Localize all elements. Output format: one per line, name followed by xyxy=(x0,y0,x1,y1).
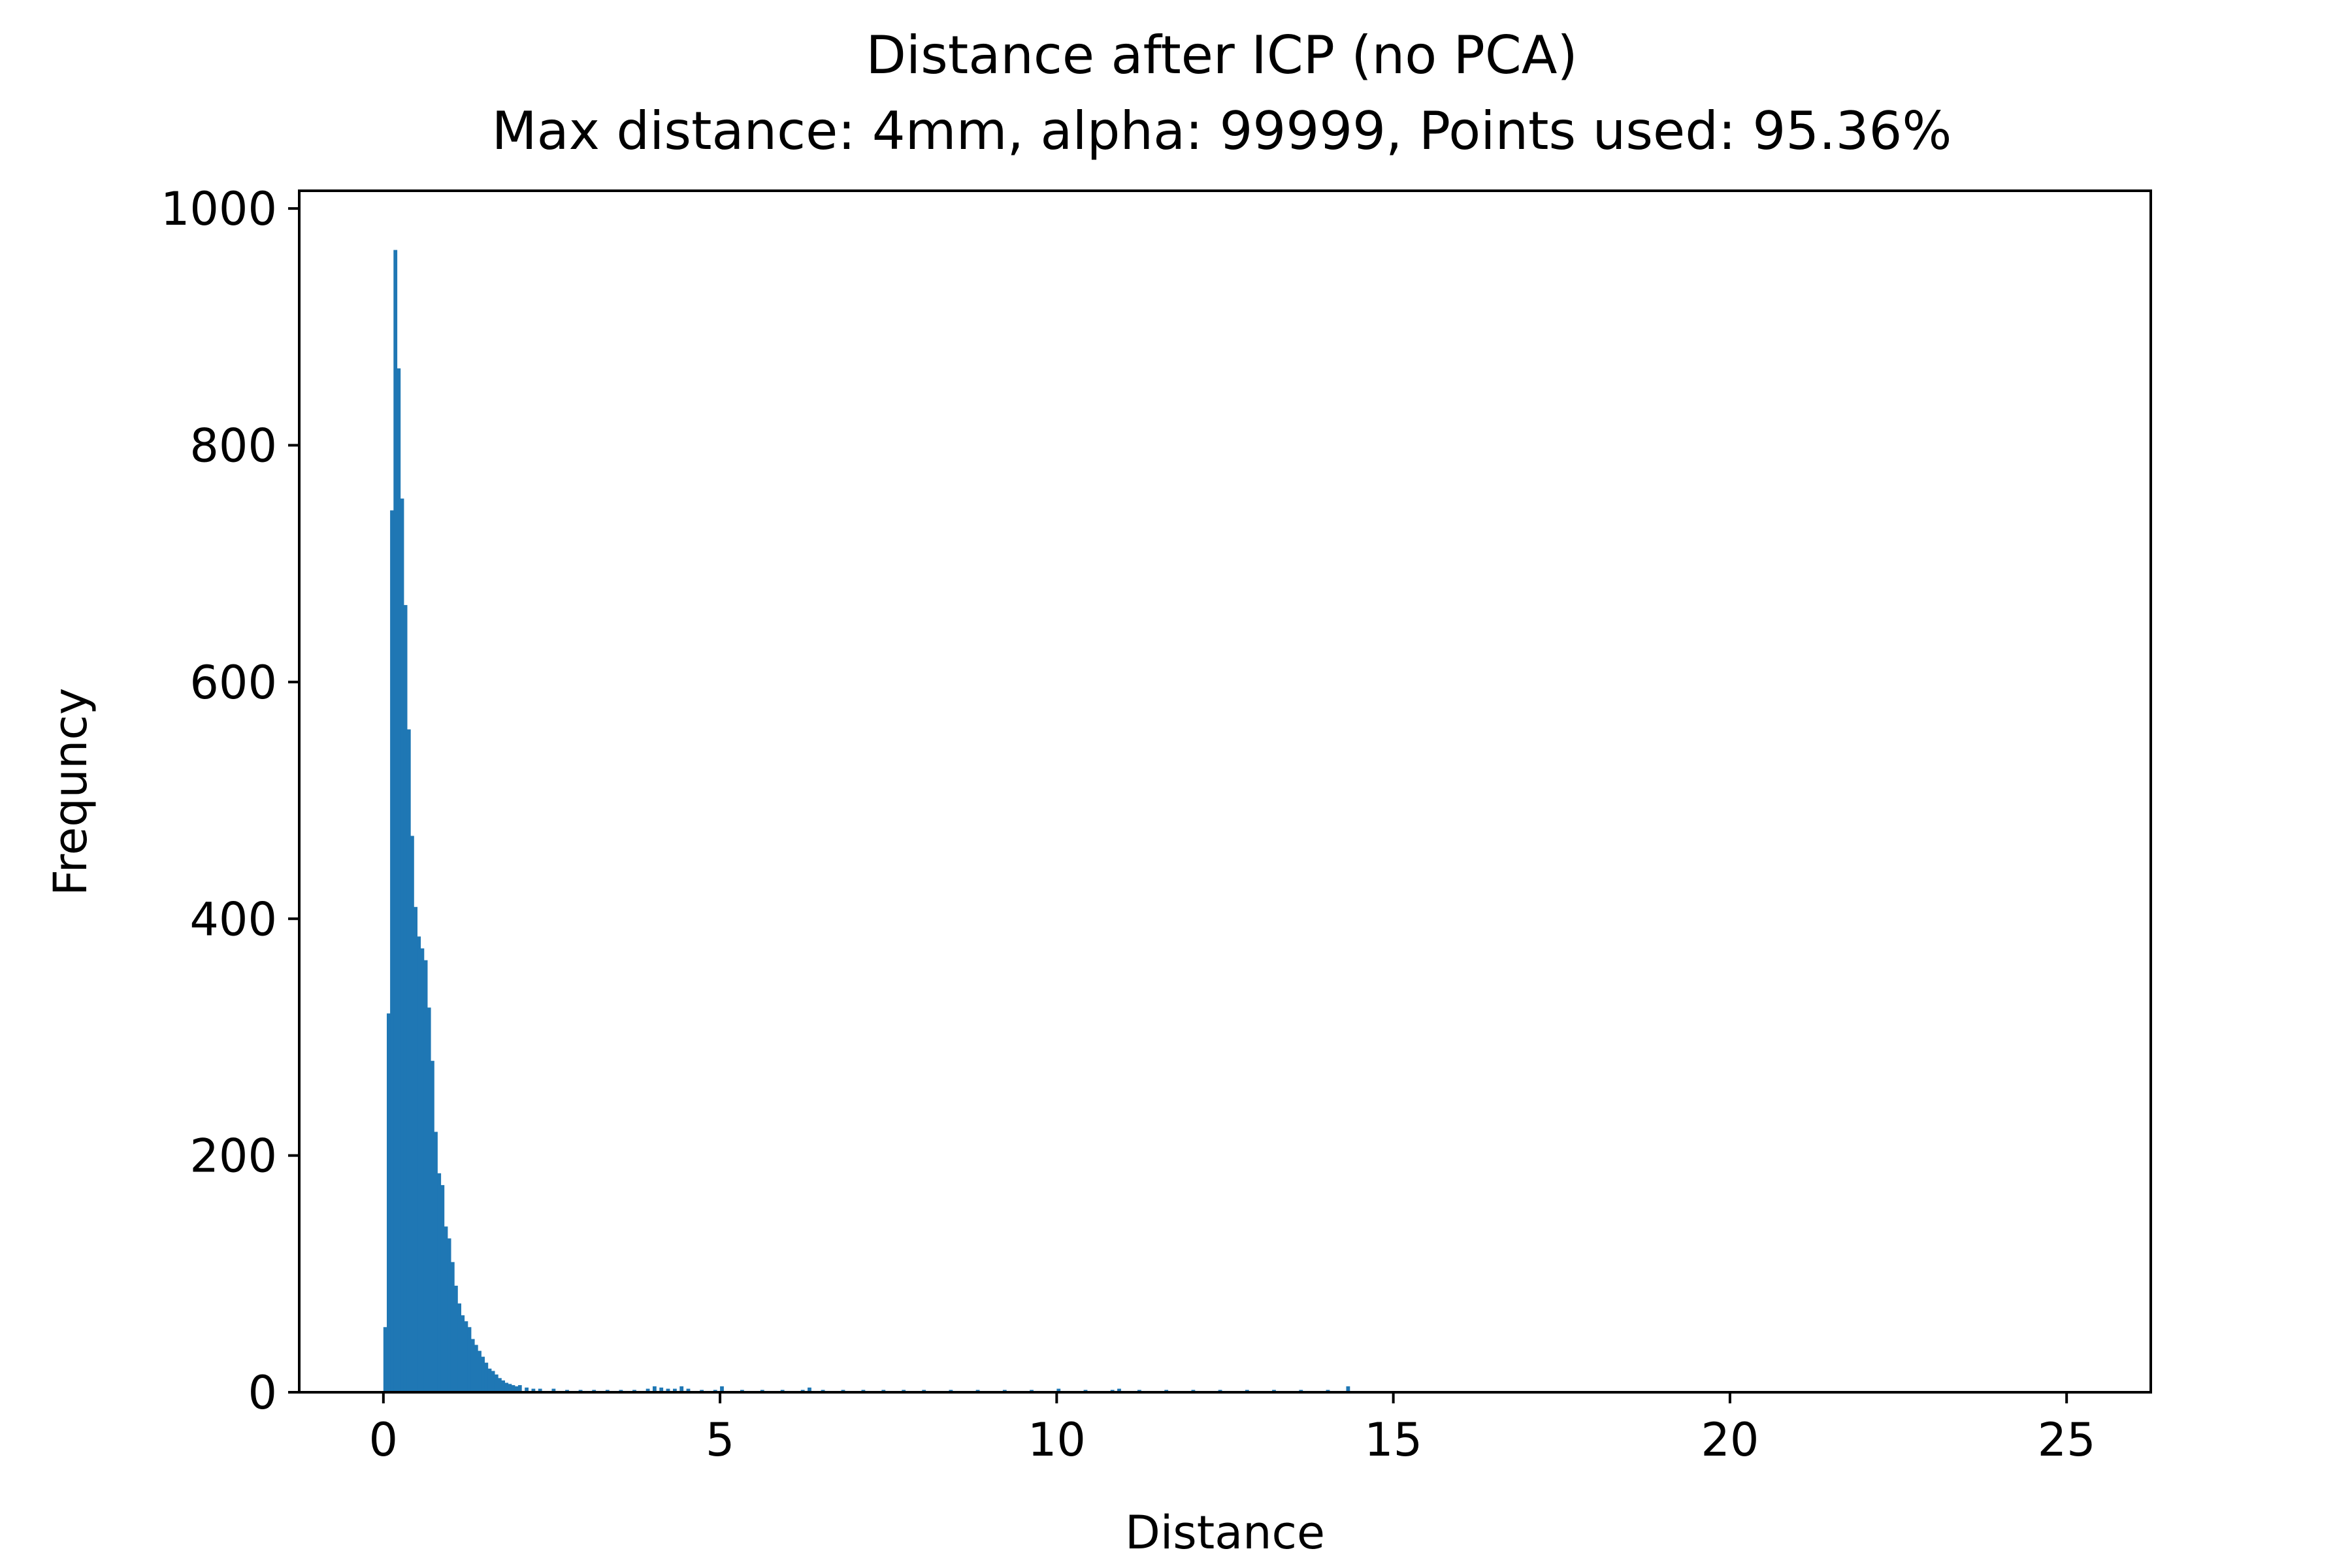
histogram-bar xyxy=(551,1388,556,1392)
histogram-bar xyxy=(440,1184,445,1392)
histogram-bar xyxy=(525,1387,529,1392)
histogram-bar xyxy=(393,250,398,1393)
y-axis-ticks: 0 200 400 600 800 1000 xyxy=(161,182,299,1420)
histogram-bar xyxy=(420,948,425,1392)
histogram-bar xyxy=(400,498,404,1392)
histogram-bar xyxy=(508,1384,512,1392)
histogram-bar xyxy=(447,1238,451,1392)
histogram-bar xyxy=(494,1374,498,1392)
histogram-bar xyxy=(531,1388,536,1392)
histogram-bar xyxy=(659,1387,664,1392)
x-tick-label: 0 xyxy=(369,1413,399,1467)
histogram-bar xyxy=(450,1262,455,1392)
histogram-bar xyxy=(457,1303,461,1392)
histogram-bar xyxy=(679,1386,684,1392)
histogram-bar xyxy=(390,510,394,1393)
histogram-bar xyxy=(403,605,408,1392)
histogram-bar xyxy=(397,368,401,1392)
histogram-bar xyxy=(470,1339,475,1392)
histogram-bar xyxy=(454,1285,458,1392)
histogram-bar xyxy=(514,1386,519,1392)
histogram-bar xyxy=(410,836,414,1392)
histogram-bar xyxy=(417,936,421,1392)
histogram-bar xyxy=(1117,1388,1121,1392)
histogram-bar xyxy=(1346,1386,1350,1392)
histogram-bars xyxy=(383,250,1350,1393)
histogram-bar xyxy=(645,1388,650,1392)
histogram-bar xyxy=(474,1345,478,1392)
histogram-bar xyxy=(504,1382,509,1392)
histogram-bar xyxy=(444,1226,448,1392)
chart-title: Distance after ICP (no PCA) xyxy=(866,25,1577,86)
x-tick-label: 25 xyxy=(2038,1413,2096,1467)
histogram-bar xyxy=(423,960,428,1392)
plot-area-frame xyxy=(298,189,2152,1394)
y-tick-label: 600 xyxy=(189,656,277,710)
x-tick-label: 5 xyxy=(706,1413,735,1467)
histogram-bar xyxy=(437,1173,442,1392)
histogram-bar xyxy=(427,1007,431,1392)
x-tick-label: 10 xyxy=(1028,1413,1086,1467)
y-tick-label: 1000 xyxy=(161,182,277,236)
x-axis-label: Distance xyxy=(1125,1506,1325,1560)
y-tick-label: 0 xyxy=(248,1366,277,1420)
histogram-bar xyxy=(481,1356,485,1392)
histogram-bar xyxy=(673,1388,677,1392)
x-axis-ticks: 0 5 10 15 20 25 xyxy=(369,1392,2096,1467)
histogram-bar xyxy=(686,1388,691,1392)
histogram-bar xyxy=(487,1368,492,1392)
histogram-bar xyxy=(467,1327,472,1392)
y-tick-label: 800 xyxy=(189,419,277,473)
histogram-bar xyxy=(498,1378,502,1392)
histogram-bar xyxy=(653,1386,657,1392)
histogram-bar xyxy=(808,1387,811,1392)
x-tick-label: 15 xyxy=(1364,1413,1422,1467)
chart-subtitle: Max distance: 4mm, alpha: 99999, Points … xyxy=(492,101,1952,161)
histogram-bar xyxy=(484,1362,489,1392)
histogram-bar xyxy=(461,1315,465,1392)
histogram-bar xyxy=(517,1385,522,1392)
histogram-bar xyxy=(387,1013,391,1392)
histogram-bar xyxy=(666,1388,670,1392)
histogram-bar xyxy=(383,1327,387,1392)
histogram-bar xyxy=(464,1321,468,1392)
y-tick-label: 200 xyxy=(189,1130,277,1183)
histogram-bar xyxy=(434,1132,438,1392)
histogram-bar xyxy=(720,1386,724,1392)
y-tick-label: 400 xyxy=(189,892,277,946)
histogram-bar xyxy=(431,1060,434,1392)
y-axis-label: Frequncy xyxy=(44,688,97,896)
histogram-bar xyxy=(478,1350,482,1392)
histogram-bar xyxy=(491,1371,495,1392)
x-tick-label: 20 xyxy=(1701,1413,1759,1467)
histogram-bar xyxy=(511,1385,515,1392)
histogram-bar xyxy=(1056,1388,1061,1392)
histogram-bar xyxy=(414,907,417,1392)
histogram-bar xyxy=(406,729,411,1392)
histogram-bar xyxy=(538,1388,542,1392)
histogram-bar xyxy=(501,1380,505,1392)
